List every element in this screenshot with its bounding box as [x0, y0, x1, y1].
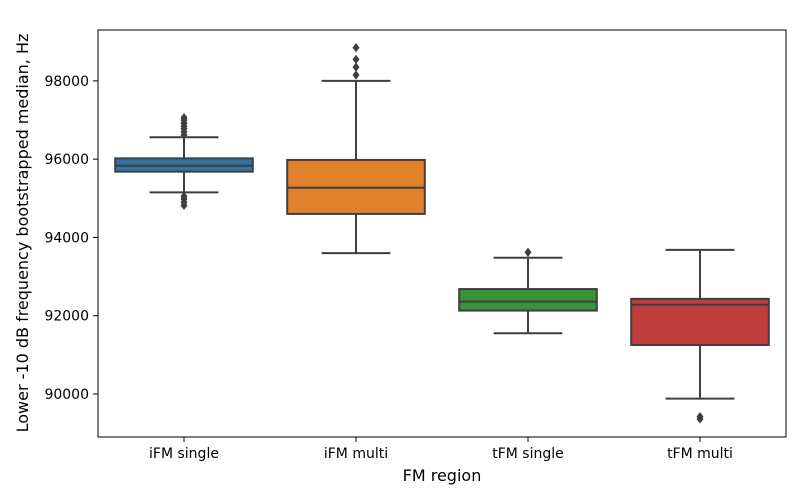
outlier-point [352, 62, 360, 72]
outlier-point [352, 70, 360, 80]
outlier-point [352, 54, 360, 65]
x-tick-label: tFM single [492, 446, 564, 462]
boxes-layer [114, 42, 770, 424]
y-tick-label: 96000 [44, 152, 89, 168]
y-tick-label: 94000 [44, 230, 89, 246]
y-tick-label: 90000 [44, 387, 89, 403]
outlier-point [180, 200, 188, 210]
y-axis-label: Lower -10 dB frequency bootstrapped medi… [13, 34, 32, 433]
y-tick-label: 92000 [44, 309, 89, 325]
iqr-box [458, 288, 598, 312]
x-axis: iFM single iFM multi tFM single tFM multi [149, 437, 733, 462]
x-tick-label: tFM multi [667, 446, 733, 462]
x-tick-label: iFM multi [324, 446, 388, 462]
plot-frame [97, 29, 787, 438]
box-tfm-multi [630, 248, 770, 424]
outlier-point [524, 247, 532, 257]
iqr-box [630, 297, 770, 347]
box-ifm-single [114, 112, 254, 210]
outlier-point [180, 112, 188, 123]
y-tick-label: 98000 [44, 74, 89, 90]
outlier-point [352, 42, 360, 53]
outlier-point [696, 414, 704, 424]
box-tfm-single [458, 247, 598, 335]
y-axis: 90000 92000 94000 96000 98000 [44, 74, 98, 403]
box-ifm-multi [286, 42, 426, 255]
x-axis-label: FM region [403, 466, 482, 485]
x-tick-label: iFM single [149, 446, 219, 462]
